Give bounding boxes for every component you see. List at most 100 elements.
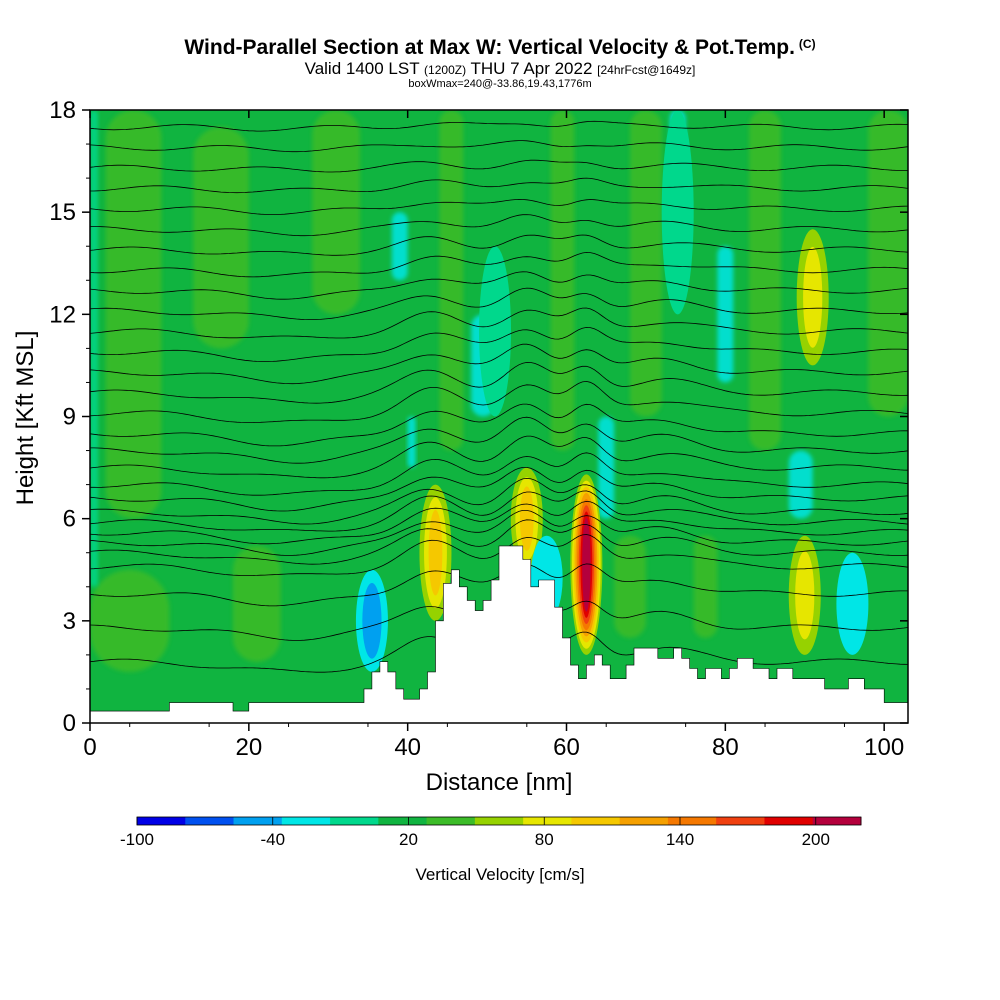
box-info-line: boxWmax=240@-33.86,19.43,1776m	[408, 78, 592, 90]
y-tick-label: 6	[63, 506, 76, 533]
y-tick-label: 18	[49, 97, 76, 124]
isentrope-line	[90, 510, 908, 556]
isentrope-line	[90, 251, 908, 278]
isentrope-line	[90, 416, 908, 464]
colorbar-label: -40	[260, 830, 285, 849]
x-axis-title: Distance [nm]	[426, 769, 573, 796]
isentrope-line	[90, 467, 908, 512]
isentrope-line	[90, 287, 908, 320]
field-band	[550, 110, 575, 451]
colorbar-label: 80	[535, 830, 554, 849]
chart-title: Wind-Parallel Section at Max W: Vertical…	[0, 36, 1000, 60]
colorbar-swatch	[185, 817, 235, 825]
chart-title-text: Wind-Parallel Section at Max W: Vertical…	[184, 36, 795, 59]
downdraft-core	[479, 246, 512, 417]
y-tick-label: 9	[63, 404, 76, 431]
colorbar-swatch	[426, 817, 476, 825]
colorbar-swatch	[667, 817, 717, 825]
updraft-core	[795, 551, 815, 640]
y-tick-label: 15	[49, 199, 76, 226]
downdraft-core	[661, 110, 694, 315]
copyright-mark: (C)	[798, 37, 816, 51]
colorbar-swatch	[281, 817, 331, 825]
field-band	[868, 110, 908, 417]
field-band	[717, 246, 734, 383]
isentrope-line	[90, 477, 908, 525]
colorbar-swatch	[716, 817, 765, 825]
colorbar-label: -100	[120, 830, 154, 849]
y-axis-title: Height [Kft MSL]	[12, 331, 39, 506]
colorbar-swatch	[764, 817, 814, 825]
colorbar-swatch	[812, 817, 862, 825]
updraft-core	[803, 246, 823, 348]
isentrope-line	[90, 120, 908, 132]
isentrope-line	[90, 380, 908, 423]
updraft-core	[519, 486, 534, 551]
colorbar-swatch	[330, 817, 379, 825]
field-band	[90, 110, 98, 587]
colorbar-swatch	[474, 817, 524, 825]
updraft-core	[428, 509, 443, 596]
field-band	[788, 450, 813, 519]
isentrope-line	[90, 500, 908, 545]
colorbar-swatch	[571, 817, 621, 825]
field-band	[407, 416, 416, 468]
colorbar-swatch	[523, 817, 572, 825]
colorbar-label: 20	[399, 830, 418, 849]
updraft-core	[583, 523, 589, 606]
valid-date-text: THU 7 Apr 2022	[470, 59, 593, 78]
field-band	[391, 212, 408, 281]
valid-main-text: Valid 1400 LST	[304, 59, 420, 78]
valid-utc-text: (1200Z)	[424, 63, 467, 77]
field-band	[598, 416, 615, 519]
terrain-mask	[90, 545, 908, 723]
x-tick-label: 0	[83, 734, 96, 761]
colorbar-title: Vertical Velocity [cm/s]	[415, 865, 584, 884]
y-tick-label: 0	[63, 710, 76, 737]
field-band	[90, 569, 170, 672]
isentrope-line	[90, 361, 908, 404]
field-band	[693, 535, 718, 638]
x-tick-label: 100	[864, 734, 904, 761]
isentrope-line	[90, 519, 908, 565]
isentrope-line	[90, 159, 908, 173]
field-band	[614, 535, 646, 638]
colorbar-swatch	[233, 817, 283, 825]
field-band	[232, 545, 281, 662]
isentrope-line	[90, 403, 908, 447]
x-tick-label: 40	[394, 734, 421, 761]
field-band	[749, 110, 781, 451]
plot-area	[90, 110, 908, 723]
isentrope-line	[90, 271, 908, 300]
isentrope-line	[90, 307, 908, 339]
field-band	[630, 110, 662, 417]
colorbar-swatch	[378, 817, 428, 825]
x-axis: 0 20 40 60 80 100	[83, 110, 904, 761]
x-tick-label: 20	[235, 734, 262, 761]
field-band	[193, 127, 249, 349]
downdraft-core	[362, 583, 382, 659]
isentrope-line	[90, 177, 908, 194]
isentrope-line	[90, 490, 908, 532]
colorbar: -100 -40 20 80 140 200	[120, 816, 862, 849]
isentrope-line	[90, 198, 908, 215]
isentrope-line	[90, 140, 908, 153]
isentrope-line	[90, 214, 908, 237]
isentrope-line	[90, 326, 908, 363]
field-band	[105, 110, 162, 519]
colorbar-swatch	[137, 817, 186, 825]
field-band	[312, 110, 361, 315]
colorbar-label: 200	[802, 830, 830, 849]
terrain-shape	[90, 545, 908, 723]
y-axis: 0 3 6 9 12 15 18	[49, 97, 908, 737]
downdraft-core	[836, 552, 869, 655]
forecast-text: [24hrFcst@1649z]	[597, 63, 696, 77]
isentrope-line	[90, 343, 908, 385]
x-tick-label: 60	[553, 734, 580, 761]
x-tick-label: 80	[712, 734, 739, 761]
isentrope-lines	[90, 120, 908, 673]
colorbar-label: 140	[666, 830, 694, 849]
isentrope-line	[90, 452, 908, 496]
colorbar-swatch	[619, 817, 669, 825]
